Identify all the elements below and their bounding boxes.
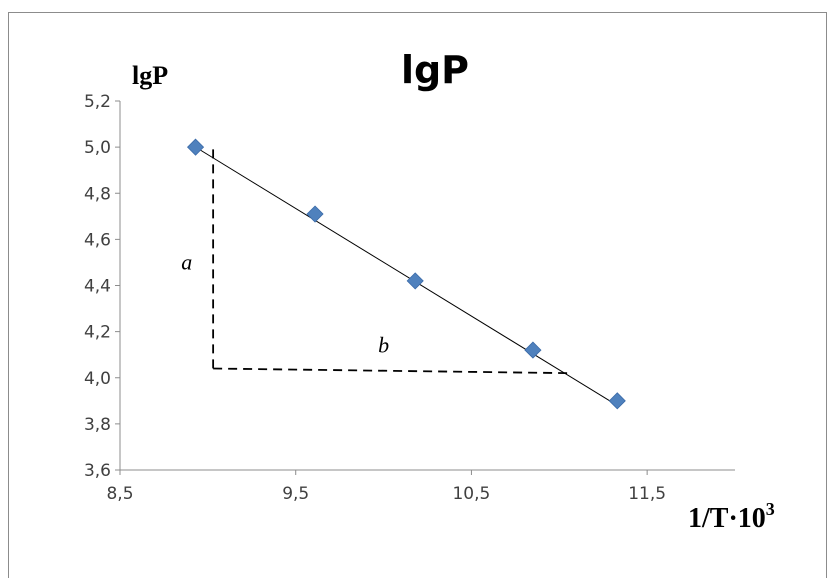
data-point xyxy=(608,392,626,410)
annotation-a: a xyxy=(181,249,192,274)
y-tick-label: 4,8 xyxy=(84,184,111,204)
x-axis-label-sup: 3 xyxy=(766,499,775,519)
data-point xyxy=(406,272,424,290)
y-tick-label: 4,6 xyxy=(84,230,111,250)
x-tick-label: 9,5 xyxy=(282,484,309,504)
y-tick-label: 5,0 xyxy=(84,138,111,158)
dashed-guide-line xyxy=(213,367,569,375)
x-tick-label: 8,5 xyxy=(106,484,133,504)
y-tick-label: 5,2 xyxy=(84,92,111,112)
chart-frame xyxy=(8,12,827,578)
data-point xyxy=(306,205,324,223)
y-axis-label: lgP xyxy=(132,61,168,90)
y-tick-label: 4,0 xyxy=(84,369,111,389)
x-axis-label: 1/T·103 xyxy=(688,499,775,534)
chart-title: lgP xyxy=(401,48,469,92)
trendline xyxy=(195,146,618,406)
annotation-b: b xyxy=(378,332,389,357)
x-tick-label: 10,5 xyxy=(452,484,490,504)
data-points xyxy=(186,138,626,410)
annotations: ab xyxy=(181,249,389,357)
guide-lines xyxy=(212,149,569,375)
axes: 3,6 3,8 4,0 4,2 4,4 4,6 4,8 5,0 5,2 8,5 9,5 10,5 11,… xyxy=(84,92,735,504)
y-tick-label: 4,2 xyxy=(84,323,111,343)
y-tick-label: 4,4 xyxy=(84,277,111,297)
y-tick-label: 3,8 xyxy=(84,415,111,435)
trendline-layer xyxy=(195,146,618,406)
x-tick-label: 11,5 xyxy=(628,484,666,504)
y-tick-label: 3,6 xyxy=(84,461,111,481)
data-point xyxy=(186,138,205,156)
data-point xyxy=(524,341,542,359)
x-axis-label-main: 1/T·10 xyxy=(688,503,766,534)
